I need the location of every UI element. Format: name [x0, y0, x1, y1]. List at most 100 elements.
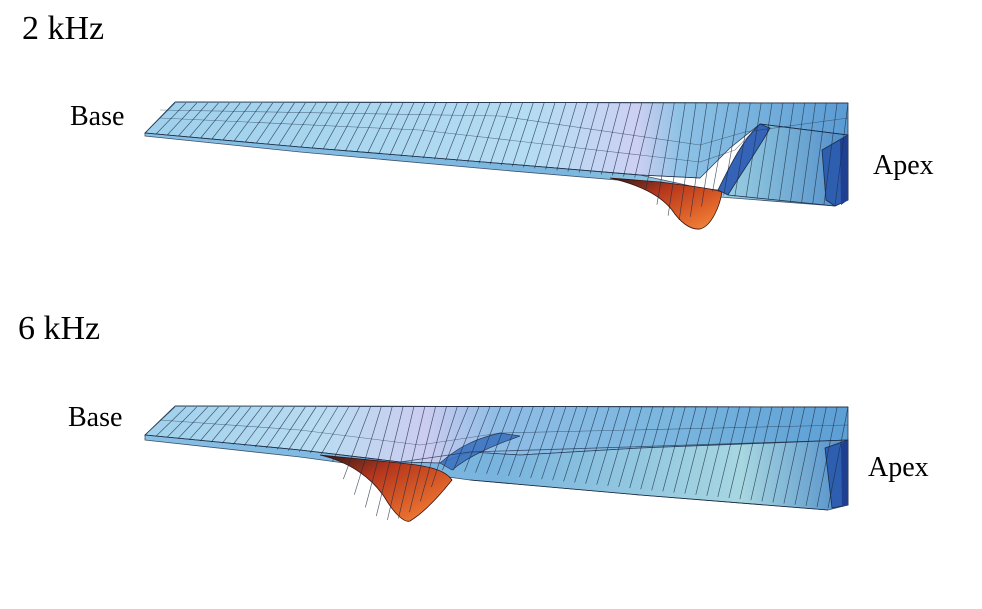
mesh-line — [689, 102, 708, 217]
mesh-line — [534, 102, 556, 169]
mesh-line — [728, 406, 751, 499]
mesh-line — [701, 102, 719, 207]
mesh-line — [623, 102, 643, 177]
mesh-line — [734, 102, 751, 197]
mesh-line — [387, 406, 415, 520]
apex-label-2khz: Apex — [873, 150, 934, 181]
mesh-line — [589, 102, 610, 174]
mesh-line — [556, 102, 577, 171]
frequency-label-6khz: 6 kHz — [18, 310, 101, 347]
mesh-line — [545, 102, 567, 170]
mesh-line — [772, 406, 795, 503]
mesh-line — [375, 406, 404, 517]
mesh-line — [712, 102, 729, 192]
mesh-line — [166, 406, 197, 438]
mesh-line — [827, 406, 849, 509]
mesh-line — [409, 406, 436, 513]
mesh-line — [364, 406, 393, 508]
mesh-line — [684, 406, 708, 494]
mesh-line — [342, 406, 371, 480]
mesh-line — [243, 406, 273, 446]
mesh-line — [309, 406, 339, 454]
mesh-line — [232, 406, 263, 445]
mesh-line — [794, 406, 816, 505]
mesh-line — [177, 406, 208, 439]
mesh-line — [678, 102, 697, 221]
mesh-line — [673, 406, 697, 493]
mesh-line — [596, 406, 621, 485]
base-label-2khz: Base — [70, 101, 125, 132]
mesh-line — [475, 406, 501, 473]
mesh-line — [331, 406, 360, 462]
mesh-line — [508, 406, 534, 477]
mesh-line — [783, 406, 805, 504]
mesh-line — [801, 102, 816, 203]
mesh-line — [453, 406, 480, 471]
mesh-line — [574, 406, 599, 483]
mesh-line — [464, 406, 491, 472]
frequency-label-2khz: 2 kHz — [22, 10, 105, 47]
mesh-line — [276, 406, 306, 450]
mesh-line — [645, 102, 664, 190]
mesh-line — [456, 102, 480, 162]
mesh-line — [739, 406, 762, 500]
mesh-line — [530, 406, 556, 479]
mesh-line — [489, 102, 512, 165]
mesh-line — [434, 102, 458, 160]
mesh-line — [478, 102, 501, 164]
mesh-line — [552, 406, 577, 481]
mesh-line — [656, 102, 675, 205]
mesh-line — [144, 406, 176, 436]
mesh-line — [523, 102, 545, 168]
mesh-line — [567, 102, 588, 172]
apex-label-6khz: Apex — [868, 452, 929, 483]
mesh-line — [745, 102, 762, 198]
mesh-line — [634, 102, 653, 178]
mesh-line — [585, 406, 610, 484]
mesh-line — [834, 102, 849, 207]
mesh-line — [695, 406, 719, 495]
mesh-line — [756, 102, 773, 199]
mesh-line — [511, 102, 534, 167]
mesh-line — [519, 406, 545, 478]
mesh-line — [445, 102, 469, 161]
mesh-line — [155, 406, 187, 437]
mesh-line — [812, 102, 827, 204]
mesh-line — [420, 406, 447, 502]
mesh-line — [398, 406, 426, 519]
mesh-line — [662, 406, 686, 492]
mesh-line — [500, 102, 523, 166]
mesh-line — [761, 406, 784, 502]
mesh-line — [607, 406, 632, 486]
mesh-line — [254, 406, 284, 448]
mesh-line — [442, 406, 469, 471]
mesh-line — [287, 406, 317, 451]
mesh-line — [265, 406, 295, 449]
mesh-line — [486, 406, 512, 474]
mesh-line — [422, 102, 447, 159]
mesh-line — [629, 406, 653, 489]
mesh-line — [717, 406, 740, 497]
mesh-line — [767, 102, 784, 200]
surface-6khz-body — [144, 405, 849, 522]
mesh-line — [497, 406, 523, 475]
mesh-line — [298, 406, 328, 452]
mesh-line — [651, 406, 675, 491]
mesh-line — [600, 102, 621, 175]
mesh-line — [706, 406, 729, 496]
mesh-line — [750, 406, 773, 501]
mesh-line — [816, 406, 838, 507]
mesh-line — [563, 406, 588, 482]
mesh-line — [221, 406, 252, 444]
mesh-line — [779, 102, 795, 201]
mesh-line — [578, 102, 599, 173]
mesh-line — [805, 406, 827, 506]
mesh-line — [790, 102, 805, 202]
mesh-line — [541, 406, 567, 480]
mesh-line — [431, 406, 458, 488]
mesh-line — [640, 406, 664, 490]
mesh-line — [467, 102, 491, 163]
mesh-line — [612, 102, 632, 176]
mesh-line — [353, 406, 382, 495]
